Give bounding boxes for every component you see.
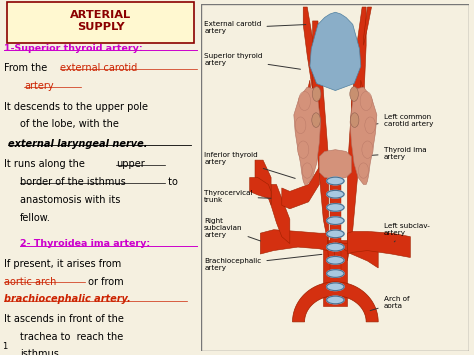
- Ellipse shape: [327, 256, 344, 264]
- Text: 1: 1: [2, 343, 7, 351]
- Text: ARTERIAL
SUPPLY: ARTERIAL SUPPLY: [70, 11, 131, 32]
- Text: It descends to the upper pole: It descends to the upper pole: [4, 102, 148, 111]
- Text: Thyroid ima
artery: Thyroid ima artery: [354, 147, 426, 160]
- Ellipse shape: [327, 270, 344, 277]
- Polygon shape: [351, 80, 367, 125]
- Ellipse shape: [365, 117, 375, 134]
- Ellipse shape: [327, 190, 344, 198]
- Polygon shape: [330, 178, 341, 275]
- Ellipse shape: [350, 113, 359, 127]
- Polygon shape: [255, 160, 271, 198]
- Text: Inferior thyroid
artery: Inferior thyroid artery: [204, 152, 295, 179]
- Text: Arch of
aorta: Arch of aorta: [370, 296, 409, 311]
- Text: isthmus.: isthmus.: [20, 349, 62, 355]
- Text: Right
subclavian
artery: Right subclavian artery: [204, 218, 260, 241]
- Polygon shape: [364, 7, 372, 45]
- Text: 1-Superior thyroid artery:: 1-Superior thyroid artery:: [4, 44, 143, 53]
- Polygon shape: [347, 231, 410, 257]
- Polygon shape: [250, 178, 271, 205]
- Ellipse shape: [299, 91, 310, 110]
- Text: brachiocephalic artery.: brachiocephalic artery.: [4, 294, 131, 304]
- Ellipse shape: [298, 141, 309, 158]
- Text: artery: artery: [24, 81, 54, 91]
- Ellipse shape: [327, 203, 344, 211]
- Ellipse shape: [360, 91, 372, 110]
- Polygon shape: [328, 240, 378, 268]
- Ellipse shape: [312, 87, 321, 101]
- Text: anastomosis with its: anastomosis with its: [20, 195, 120, 205]
- Text: Left subclav-
artery: Left subclav- artery: [383, 223, 429, 242]
- Text: Left common
carotid artery: Left common carotid artery: [367, 114, 433, 127]
- Text: of the lobe, with the: of the lobe, with the: [20, 119, 119, 129]
- Text: aortic arch: aortic arch: [4, 277, 56, 286]
- Text: Thyrocervical
trunk: Thyrocervical trunk: [204, 190, 271, 203]
- Ellipse shape: [327, 283, 344, 290]
- Polygon shape: [347, 7, 366, 261]
- Polygon shape: [323, 240, 347, 306]
- Polygon shape: [292, 282, 378, 322]
- Polygon shape: [319, 150, 351, 179]
- Ellipse shape: [358, 163, 369, 178]
- Text: upper: upper: [116, 159, 145, 169]
- Text: border of the isthmus: border of the isthmus: [20, 177, 126, 187]
- Ellipse shape: [350, 87, 358, 101]
- Polygon shape: [260, 230, 328, 254]
- Ellipse shape: [362, 141, 373, 158]
- Text: to: to: [165, 177, 178, 187]
- Ellipse shape: [327, 296, 344, 304]
- Text: external carotid: external carotid: [60, 63, 137, 73]
- Ellipse shape: [327, 243, 344, 251]
- Ellipse shape: [327, 177, 344, 185]
- Ellipse shape: [327, 217, 344, 224]
- Ellipse shape: [302, 163, 312, 178]
- Polygon shape: [312, 21, 328, 247]
- Polygon shape: [310, 12, 361, 91]
- Polygon shape: [282, 167, 319, 209]
- Text: trachea to  reach the: trachea to reach the: [20, 332, 123, 342]
- Text: 2- Thyroidea ima artery:: 2- Thyroidea ima artery:: [20, 239, 150, 248]
- Text: fellow.: fellow.: [20, 213, 51, 223]
- Polygon shape: [294, 87, 320, 185]
- Polygon shape: [271, 185, 290, 244]
- Ellipse shape: [327, 230, 344, 238]
- Text: Superior thyroid
artery: Superior thyroid artery: [204, 53, 301, 69]
- Text: If present, it arises from: If present, it arises from: [4, 259, 121, 269]
- Ellipse shape: [295, 117, 306, 134]
- Polygon shape: [303, 80, 319, 125]
- Text: It runs along the: It runs along the: [4, 159, 88, 169]
- Text: External carotid
artery: External carotid artery: [204, 21, 306, 34]
- FancyBboxPatch shape: [7, 2, 194, 43]
- Text: It ascends in front of the: It ascends in front of the: [4, 314, 124, 324]
- Text: or from: or from: [84, 277, 123, 286]
- Text: external laryngeal nerve.: external laryngeal nerve.: [8, 139, 147, 149]
- Text: From the: From the: [4, 63, 50, 73]
- Polygon shape: [303, 7, 312, 91]
- Polygon shape: [350, 87, 377, 185]
- Ellipse shape: [312, 113, 320, 127]
- Text: Brachiocephalic
artery: Brachiocephalic artery: [204, 254, 322, 271]
